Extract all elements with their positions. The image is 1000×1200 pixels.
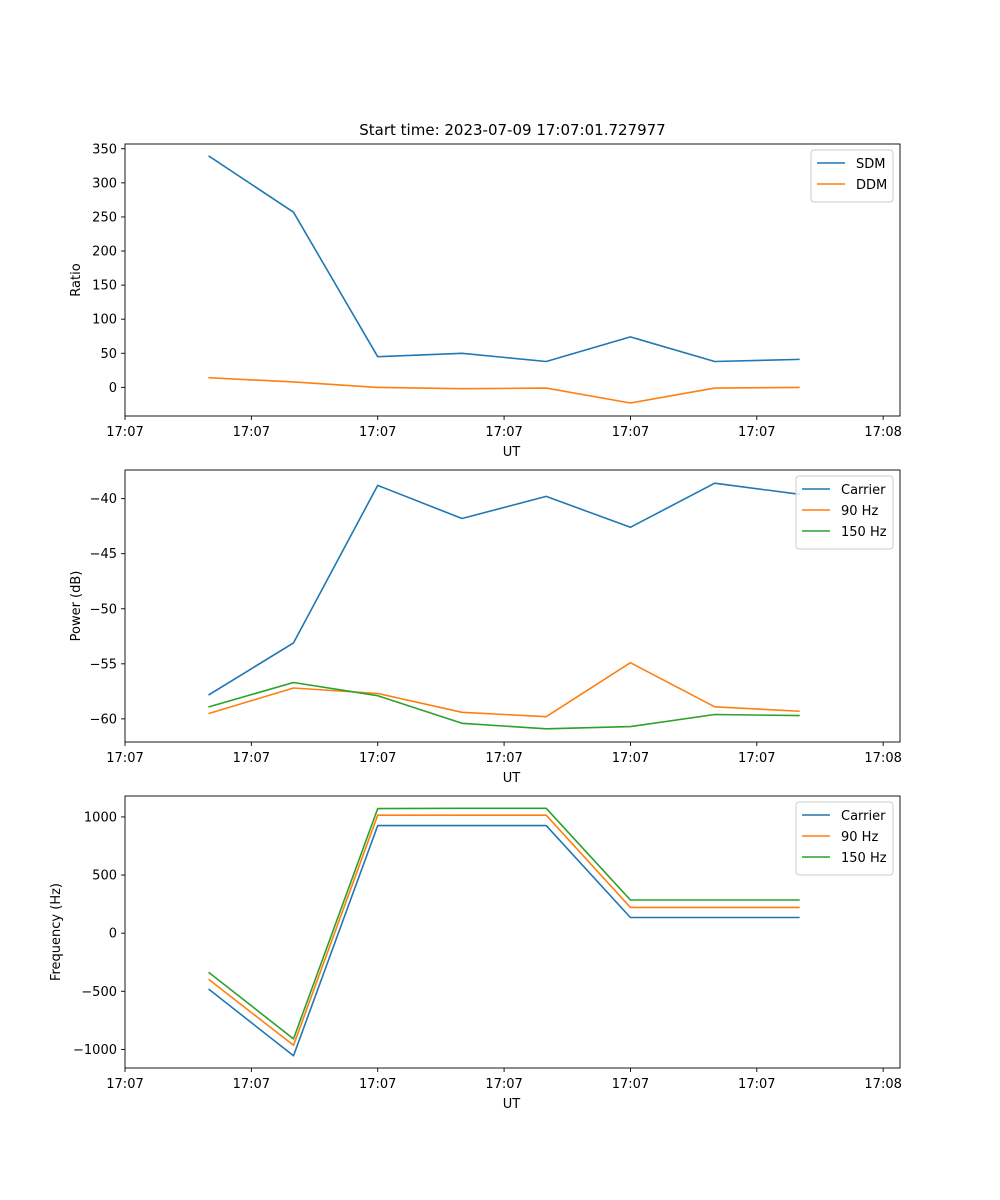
x-tick-label: 17:07 [359, 1077, 396, 1092]
chart-title: Start time: 2023-07-09 17:07:01.727977 [359, 121, 665, 139]
legend-label: 90 Hz [841, 830, 878, 845]
y-tick-label: −500 [81, 985, 117, 1000]
y-tick-label: −55 [90, 657, 117, 672]
y-tick-label: 50 [100, 347, 117, 362]
series-line-carrier [208, 482, 800, 696]
chart-panel-3: 17:07 17:07 17:07 17:07 17:07 17:07 17:08 UT −10… [49, 795, 902, 1112]
x-tick-label: 17:07 [233, 751, 270, 766]
x-tick-label: 17:07 [738, 1077, 775, 1092]
legend-label: DDM [856, 178, 887, 193]
x-tick-label: 17:07 [359, 751, 396, 766]
y-tick-label: 0 [109, 381, 117, 396]
axes-frame [124, 143, 901, 417]
x-tick-label: 17:07 [485, 425, 522, 440]
x-tick-label: 17:07 [233, 425, 270, 440]
y-tick-label: 150 [92, 279, 117, 294]
x-tick-label: 17:07 [485, 1077, 522, 1092]
y-tick-label: −1000 [73, 1043, 117, 1058]
x-axis-label: UT [503, 445, 521, 460]
y-tick-label: 350 [92, 142, 117, 157]
legend-label: 150 Hz [841, 851, 887, 866]
series-line-ddm [208, 376, 800, 404]
series-line-150-hz [208, 681, 800, 730]
x-tick-label: 17:08 [864, 425, 901, 440]
y-tick-label: 1000 [84, 810, 117, 825]
x-axis-label: UT [503, 771, 521, 786]
y-tick-label: 250 [92, 210, 117, 225]
x-tick-label: 17:07 [738, 425, 775, 440]
x-tick-label: 17:07 [233, 1077, 270, 1092]
x-tick-label: 17:07 [738, 751, 775, 766]
x-tick-label: 17:07 [612, 1077, 649, 1092]
y-tick-label: 0 [109, 927, 117, 942]
series-line-carrier [208, 824, 800, 1057]
x-tick-label: 17:07 [106, 751, 143, 766]
x-tick-label: 17:07 [359, 425, 396, 440]
legend-label: 90 Hz [841, 504, 878, 519]
series-line-90-hz [208, 661, 800, 718]
y-tick-label: 500 [92, 869, 117, 884]
legend-label: Carrier [841, 483, 886, 498]
series-line-sdm [208, 155, 800, 363]
legend-label: Carrier [841, 809, 886, 824]
y-tick-label: 100 [92, 313, 117, 328]
legend: Carrier 90 Hz 150 Hz [795, 801, 894, 876]
y-axis-label: Frequency (Hz) [49, 883, 64, 981]
legend-label: 150 Hz [841, 525, 887, 540]
x-axis-label: UT [503, 1097, 521, 1112]
x-tick-label: 17:08 [864, 751, 901, 766]
x-tick-label: 17:07 [612, 751, 649, 766]
x-tick-label: 17:07 [485, 751, 522, 766]
y-tick-label: −45 [90, 547, 117, 562]
x-tick-label: 17:07 [106, 425, 143, 440]
legend: Carrier 90 Hz 150 Hz [795, 475, 894, 550]
x-tick-label: 17:08 [864, 1077, 901, 1092]
chart-panel-2: 17:07 17:07 17:07 17:07 17:07 17:07 17:08 UT −60… [69, 469, 902, 786]
y-axis-label: Power (dB) [69, 571, 84, 642]
y-tick-label: −50 [90, 602, 117, 617]
y-axis-label: Ratio [69, 263, 84, 296]
x-tick-label: 17:07 [612, 425, 649, 440]
axes-frame [124, 795, 901, 1069]
chart-panel-1: Start time: 2023-07-09 17:07:01.727977 17… [69, 121, 902, 460]
series-line-150-hz [208, 807, 800, 1040]
y-tick-label: 200 [92, 245, 117, 260]
y-tick-label: 300 [92, 176, 117, 191]
legend: SDM DDM [810, 149, 894, 203]
axes-frame [124, 469, 901, 743]
y-tick-label: −40 [90, 492, 117, 507]
x-tick-label: 17:07 [106, 1077, 143, 1092]
series-line-90-hz [208, 814, 800, 1047]
y-tick-label: −60 [90, 712, 117, 727]
legend-label: SDM [856, 157, 885, 172]
